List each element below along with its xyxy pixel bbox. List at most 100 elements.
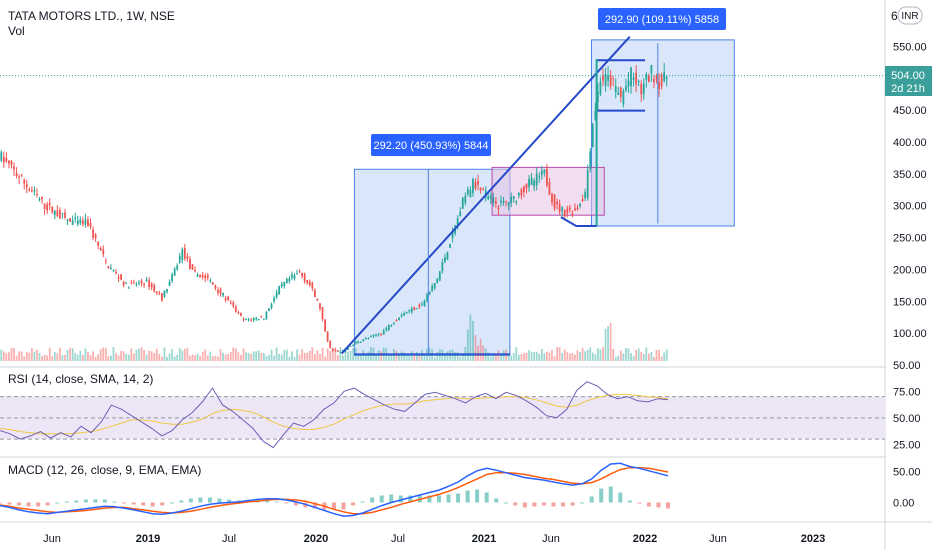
candle-body xyxy=(183,248,186,259)
volume-bar xyxy=(357,355,360,361)
candle-body xyxy=(130,282,133,284)
symbol-title[interactable]: TATA MOTORS LTD., 1W, NSE xyxy=(8,9,175,23)
candle-body xyxy=(64,212,66,218)
macd-title[interactable]: MACD (12, 26, close, 9, EMA, EMA) xyxy=(8,463,201,477)
candle-body xyxy=(395,319,398,321)
volume-bar xyxy=(161,356,163,361)
volume-bar xyxy=(61,355,64,361)
currency-prefix: 6 xyxy=(891,9,898,23)
price-tick-label: 550.00 xyxy=(893,41,927,53)
candle-body xyxy=(71,220,74,225)
rsi-tick-label: 25.00 xyxy=(893,439,921,451)
price-tick-label: 100.00 xyxy=(893,328,927,340)
candle-body xyxy=(224,298,227,301)
volume-bar xyxy=(413,353,416,361)
candle-body xyxy=(319,303,321,309)
macd-histogram-bar xyxy=(102,499,107,503)
volume-bar xyxy=(2,351,5,361)
volume-bar xyxy=(665,349,668,361)
candle-body xyxy=(303,273,306,282)
candle-body xyxy=(451,231,454,239)
macd-histogram-bar xyxy=(7,502,12,505)
volume-bar xyxy=(163,347,166,361)
volume-bar xyxy=(115,352,117,361)
volume-bar xyxy=(339,347,342,361)
volume-bar xyxy=(15,355,18,361)
volume-bar xyxy=(502,350,505,361)
candle-body xyxy=(260,316,263,318)
candle-body xyxy=(479,188,482,191)
candle-body xyxy=(523,186,525,193)
candle-body xyxy=(472,179,474,194)
volume-bar xyxy=(112,347,115,361)
volume-bar xyxy=(240,355,242,361)
volume-bar xyxy=(530,351,533,361)
candle-body xyxy=(285,278,288,284)
candle-body xyxy=(316,298,319,301)
candle-body xyxy=(630,67,632,87)
candle-body xyxy=(191,264,194,270)
candle-body xyxy=(171,274,173,282)
volume-bar xyxy=(630,353,632,361)
volume-bar xyxy=(523,352,525,361)
volume-bar xyxy=(324,356,326,361)
volume-bar xyxy=(173,356,176,361)
candle-body xyxy=(489,196,492,199)
volume-bar xyxy=(306,352,309,361)
volume-bar xyxy=(275,347,278,361)
currency-badge[interactable] xyxy=(897,6,923,25)
volume-bar xyxy=(148,350,151,361)
x-tick-label: Jul xyxy=(391,533,405,545)
candle-body xyxy=(591,124,594,147)
volume-bar xyxy=(250,354,253,361)
macd-histogram-bar xyxy=(427,495,432,503)
candle-body xyxy=(500,200,502,203)
volume-bar xyxy=(336,355,339,361)
candle-body xyxy=(352,345,355,347)
last-price-countdown: 2d 21h xyxy=(891,83,925,95)
candle-body xyxy=(257,319,260,321)
drawings-layer[interactable] xyxy=(0,36,885,355)
measure-box-1[interactable] xyxy=(353,168,511,356)
volume-bar xyxy=(316,350,319,361)
candle-body xyxy=(204,275,207,279)
volume-bar xyxy=(229,352,232,361)
volume-bar xyxy=(568,353,571,361)
volume-bar xyxy=(13,347,15,361)
candle-body xyxy=(446,252,449,260)
volume-bar xyxy=(120,350,122,361)
y-axis[interactable]: 550.00500.00450.00400.00350.00300.00250.… xyxy=(893,41,927,509)
volume-bar xyxy=(234,348,237,361)
candle-body xyxy=(168,281,171,286)
volume-bar xyxy=(81,355,84,361)
rsi-title[interactable]: RSI (14, close, SMA, 14, 2) xyxy=(8,372,153,386)
volume-label: Vol xyxy=(8,24,25,38)
macd-histogram-bar xyxy=(570,502,575,506)
volume-bar xyxy=(581,347,584,361)
volume-bar xyxy=(326,348,329,361)
candle-body xyxy=(459,211,462,217)
x-axis[interactable]: Jun 2019 Jul 2020 Jul 2021 Jun 2022 Jun 2023 xyxy=(43,533,825,545)
volume-bar xyxy=(466,329,469,361)
candle-body xyxy=(385,328,388,331)
volume-bar xyxy=(415,351,418,361)
macd-histogram-bar xyxy=(618,492,623,503)
volume-bar xyxy=(510,356,513,361)
volume-bar xyxy=(158,353,161,361)
candle-body xyxy=(530,177,533,186)
candle-body xyxy=(38,199,41,201)
volume-bar xyxy=(579,352,581,361)
macd-histogram-bar xyxy=(646,502,651,507)
candle-body xyxy=(89,222,92,227)
measure-box-2[interactable] xyxy=(591,39,735,227)
candle-body xyxy=(647,75,650,82)
volume-bar xyxy=(155,348,158,361)
candle-body xyxy=(301,272,304,277)
volume-bar xyxy=(431,349,434,361)
volume-bar xyxy=(94,356,97,361)
candle-body xyxy=(15,172,18,177)
volume-bar xyxy=(461,353,464,361)
volume-bar xyxy=(33,351,36,361)
